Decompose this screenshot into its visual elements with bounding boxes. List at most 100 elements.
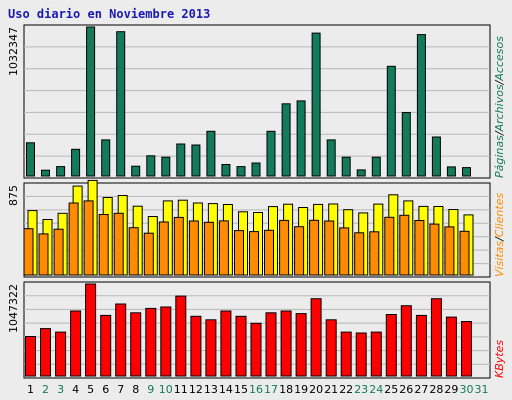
bar-bottom-day-10 <box>160 306 172 377</box>
side-label-part: Accesos <box>493 36 506 82</box>
bar-top-day-27 <box>416 34 426 177</box>
bar-middle-visitas-day-3 <box>53 228 64 276</box>
bar-middle-visitas-day-15 <box>234 230 244 276</box>
bar-middle-visitas-day-18 <box>279 219 290 276</box>
side-label-part: Páginas <box>493 135 506 178</box>
x-tick-label-day-25: 25 <box>384 383 398 396</box>
x-tick-label-day-26: 26 <box>399 383 413 396</box>
bar-bottom-day-22 <box>340 331 352 377</box>
side-label-part: Archivos <box>493 84 506 132</box>
bar-top-day-29 <box>446 166 456 177</box>
bar-middle-visitas-day-2 <box>38 233 49 276</box>
bar-top-day-15 <box>236 166 246 177</box>
bar-bottom-day-29 <box>445 316 457 377</box>
bar-middle-visitas-day-13 <box>203 221 214 276</box>
bar-top-day-20 <box>311 32 321 177</box>
bar-middle-visitas-day-5 <box>83 200 94 276</box>
x-tick-label-day-22: 22 <box>339 383 353 396</box>
bar-middle-visitas-day-7 <box>113 212 124 276</box>
bar-bottom-day-17 <box>265 312 277 377</box>
bar-top-day-13 <box>206 130 216 177</box>
x-tick-label-day-16: 16 <box>249 383 263 396</box>
bar-middle-visitas-day-29 <box>444 226 455 276</box>
bar-middle-visitas-day-14 <box>218 220 229 276</box>
x-tick-label-day-15: 15 <box>234 383 248 396</box>
panel-side-label: Páginas/Archivos/Accesos <box>493 36 506 178</box>
bar-top-day-26 <box>401 112 411 177</box>
side-label-part: / <box>493 236 506 242</box>
bar-top-day-22 <box>341 156 351 177</box>
bar-middle-visitas-day-23 <box>354 232 365 276</box>
x-tick-label-day-5: 5 <box>87 383 94 396</box>
side-label-part: Visitas <box>493 241 506 277</box>
bar-bottom-day-15 <box>235 315 247 377</box>
bar-top-day-19 <box>296 100 306 177</box>
bar-top-day-9 <box>146 155 156 177</box>
bar-middle-visitas-day-9 <box>143 232 154 276</box>
chart-panels: 1032347Páginas/Archivos/Accesos875Visita… <box>7 24 506 379</box>
bar-middle-visitas-day-8 <box>128 227 139 276</box>
bar-middle-visitas-day-17 <box>264 229 274 276</box>
x-tick-label-day-10: 10 <box>159 383 173 396</box>
bar-middle-visitas-day-30 <box>459 230 470 276</box>
bar-top-day-3 <box>56 166 66 177</box>
x-tick-label-day-4: 4 <box>72 383 79 396</box>
x-tick-label-day-20: 20 <box>309 383 323 396</box>
bar-bottom-day-6 <box>100 314 112 377</box>
x-tick-label-day-2: 2 <box>42 383 49 396</box>
bar-top-day-7 <box>116 31 126 177</box>
bar-top-day-25 <box>386 65 396 177</box>
bar-bottom-day-7 <box>115 303 127 377</box>
panel-side-label: KBytes <box>493 340 506 378</box>
bar-bottom-day-9 <box>145 307 157 377</box>
bar-top-day-2 <box>41 169 50 177</box>
bar-bottom-day-23 <box>355 332 367 377</box>
bar-bottom-day-25 <box>385 314 397 377</box>
bar-top-day-1 <box>26 142 35 177</box>
side-label-part: Clientes <box>493 193 506 238</box>
bar-middle-visitas-day-27 <box>414 220 425 276</box>
x-tick-label-day-23: 23 <box>354 383 368 396</box>
x-tick-label-day-31: 31 <box>475 383 489 396</box>
bar-bottom-day-2 <box>40 328 51 377</box>
bar-top-day-23 <box>356 169 366 177</box>
x-tick-label-day-6: 6 <box>102 383 109 396</box>
bar-middle-visitas-day-20 <box>309 219 320 276</box>
bar-bottom-day-24 <box>370 331 382 377</box>
bar-middle-visitas-day-21 <box>324 220 335 276</box>
side-label-part: KBytes <box>493 340 506 378</box>
bar-bottom-day-18 <box>280 310 292 377</box>
bar-top-day-24 <box>371 156 381 177</box>
bar-middle-visitas-day-12 <box>188 220 199 276</box>
bar-bottom-day-27 <box>415 314 427 377</box>
bar-top-day-28 <box>431 136 441 177</box>
bar-bottom-day-20 <box>310 298 322 377</box>
bar-top-day-16 <box>251 162 261 177</box>
bar-middle-visitas-day-1 <box>23 228 34 276</box>
bar-middle-visitas-day-19 <box>294 226 305 276</box>
x-tick-label-day-27: 27 <box>414 383 428 396</box>
x-tick-label-day-14: 14 <box>219 383 233 396</box>
bar-middle-visitas-day-25 <box>384 216 395 276</box>
bar-top-day-21 <box>326 139 336 177</box>
side-label-part: / <box>493 130 506 136</box>
bar-middle-visitas-day-22 <box>339 227 350 276</box>
panel-middle: 875 Visitas/Clientes <box>7 179 506 278</box>
x-tick-label-day-29: 29 <box>444 383 458 396</box>
bar-middle-visitas-day-28 <box>429 223 440 276</box>
bar-bottom-day-14 <box>220 310 232 377</box>
bar-top-day-11 <box>176 143 186 177</box>
panel-side-label: Visitas/Clientes <box>493 193 506 277</box>
x-tick-label-day-3: 3 <box>57 383 64 396</box>
y-axis-max-label: 1047322 <box>7 284 20 333</box>
bar-top-day-6 <box>101 139 111 177</box>
bar-bottom-day-26 <box>400 305 412 377</box>
bar-middle-visitas-day-26 <box>399 214 410 276</box>
panel-bottom: 1047322 KBytes <box>7 281 506 379</box>
bar-bottom-day-8 <box>130 312 142 377</box>
bar-top-day-4 <box>71 148 81 177</box>
x-tick-label-day-21: 21 <box>324 383 338 396</box>
bar-bottom-day-11 <box>175 295 187 377</box>
